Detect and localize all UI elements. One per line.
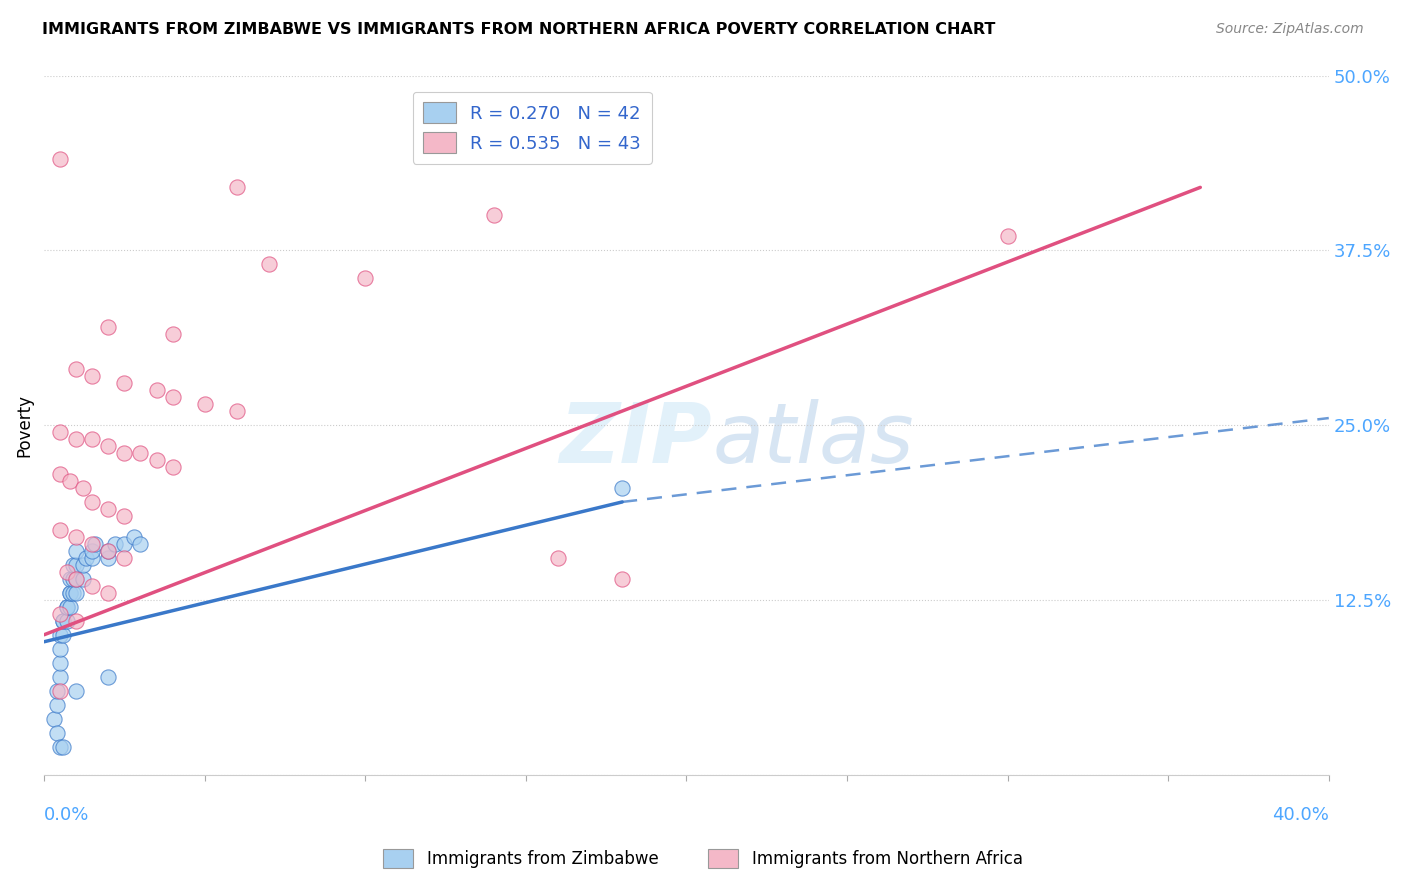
Point — [225, 404, 247, 418]
Point — [46, 683, 69, 698]
Legend: R = 0.270   N = 42, R = 0.535   N = 43: R = 0.270 N = 42, R = 0.535 N = 43 — [412, 92, 652, 164]
Point — [162, 390, 184, 404]
Point — [65, 572, 87, 586]
Point — [354, 271, 377, 285]
Text: ZIP: ZIP — [560, 399, 711, 480]
Point — [62, 586, 84, 600]
Point — [55, 565, 77, 579]
Point — [65, 586, 87, 600]
Point — [49, 628, 72, 642]
Point — [257, 257, 280, 271]
Point — [49, 670, 72, 684]
Point — [59, 572, 82, 586]
Point — [65, 558, 87, 572]
Point — [49, 523, 72, 537]
Point — [97, 502, 120, 516]
Point — [59, 599, 82, 614]
Point — [104, 537, 127, 551]
Point — [82, 369, 104, 384]
Point — [59, 474, 82, 488]
Point — [97, 439, 120, 453]
Point — [46, 698, 69, 712]
Point — [49, 656, 72, 670]
Point — [82, 579, 104, 593]
Point — [59, 586, 82, 600]
Point — [612, 572, 634, 586]
Point — [162, 460, 184, 475]
Point — [72, 558, 94, 572]
Point — [72, 572, 94, 586]
Point — [225, 180, 247, 194]
Point — [112, 508, 135, 523]
Point — [62, 572, 84, 586]
Point — [97, 586, 120, 600]
Point — [162, 327, 184, 342]
Point — [49, 739, 72, 754]
Point — [52, 628, 75, 642]
Text: atlas: atlas — [711, 399, 914, 480]
Point — [62, 558, 84, 572]
Point — [49, 641, 72, 656]
Point — [49, 467, 72, 481]
Legend: Immigrants from Zimbabwe, Immigrants from Northern Africa: Immigrants from Zimbabwe, Immigrants fro… — [377, 842, 1029, 875]
Point — [82, 495, 104, 509]
Point — [49, 683, 72, 698]
Point — [55, 614, 77, 628]
Point — [52, 739, 75, 754]
Text: IMMIGRANTS FROM ZIMBABWE VS IMMIGRANTS FROM NORTHERN AFRICA POVERTY CORRELATION : IMMIGRANTS FROM ZIMBABWE VS IMMIGRANTS F… — [42, 22, 995, 37]
Point — [84, 537, 107, 551]
Point — [612, 481, 634, 495]
Point — [482, 208, 505, 222]
Point — [112, 550, 135, 565]
Point — [112, 446, 135, 460]
Point — [145, 383, 167, 397]
Point — [59, 586, 82, 600]
Point — [97, 670, 120, 684]
Point — [75, 550, 97, 565]
Point — [55, 599, 77, 614]
Point — [129, 446, 152, 460]
Point — [49, 607, 72, 621]
Point — [82, 550, 104, 565]
Point — [65, 432, 87, 446]
Point — [112, 376, 135, 390]
Point — [46, 725, 69, 739]
Point — [55, 599, 77, 614]
Point — [65, 530, 87, 544]
Point — [49, 425, 72, 439]
Point — [129, 537, 152, 551]
Y-axis label: Poverty: Poverty — [15, 393, 32, 457]
Point — [52, 614, 75, 628]
Point — [997, 229, 1019, 244]
Point — [145, 453, 167, 467]
Point — [82, 537, 104, 551]
Point — [97, 550, 120, 565]
Point — [42, 712, 65, 726]
Point — [65, 362, 87, 376]
Point — [72, 481, 94, 495]
Point — [65, 544, 87, 558]
Point — [52, 614, 75, 628]
Point — [97, 544, 120, 558]
Point — [82, 432, 104, 446]
Point — [194, 397, 217, 411]
Point — [65, 614, 87, 628]
Point — [97, 320, 120, 334]
Point — [65, 683, 87, 698]
Point — [97, 544, 120, 558]
Text: Source: ZipAtlas.com: Source: ZipAtlas.com — [1216, 22, 1364, 37]
Point — [112, 537, 135, 551]
Point — [547, 550, 569, 565]
Text: 0.0%: 0.0% — [44, 806, 90, 824]
Point — [122, 530, 145, 544]
Text: 40.0%: 40.0% — [1272, 806, 1329, 824]
Point — [49, 153, 72, 167]
Point — [65, 572, 87, 586]
Point — [82, 544, 104, 558]
